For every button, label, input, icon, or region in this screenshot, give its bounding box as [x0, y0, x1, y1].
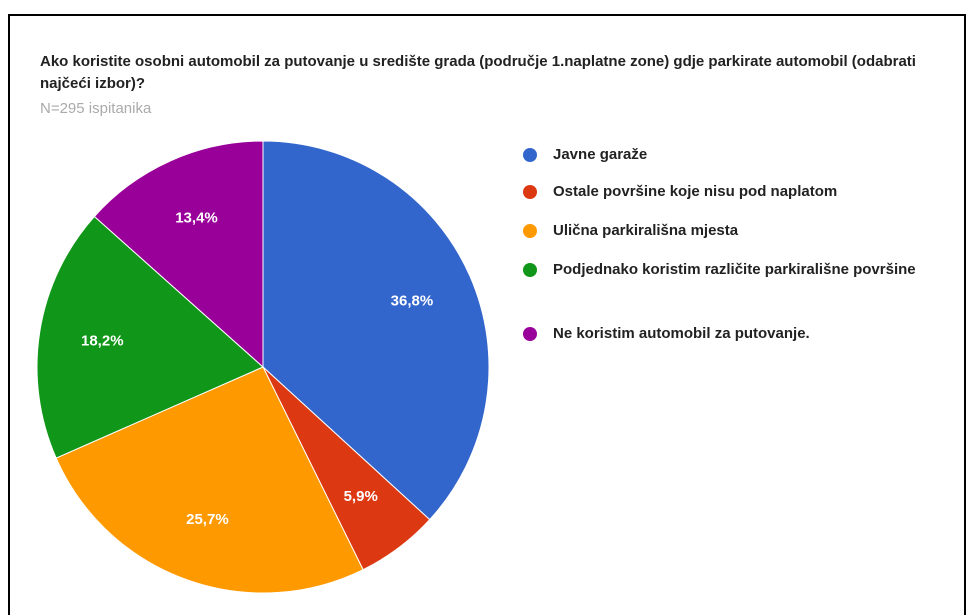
slice-label: 25,7% [186, 511, 229, 528]
legend-label: Podjednako koristim različite parkirališ… [553, 261, 916, 278]
legend-label: Ulična parkirališna mjesta [553, 222, 739, 239]
slice-label: 18,2% [81, 333, 124, 350]
legend-label: Ne koristim automobil za putovanje. [553, 325, 810, 342]
chart-subtitle: N=295 ispitanika [40, 100, 152, 117]
legend-swatch [523, 224, 537, 238]
legend-swatch [523, 148, 537, 162]
legend-label: Ostale površine koje nisu pod naplatom [553, 183, 838, 200]
pie-slice [55, 366, 364, 594]
slice-label: 5,9% [344, 488, 378, 505]
pie-slice [262, 140, 490, 521]
slice-label: 13,4% [175, 209, 218, 226]
chart-title: Ako koristite osobni automobil za putova… [40, 53, 916, 92]
pie-slice [36, 215, 264, 459]
legend-swatch [523, 327, 537, 341]
slice-label: 36,8% [391, 292, 434, 309]
legend-swatch [523, 263, 537, 277]
legend-label: Javne garaže [553, 146, 648, 163]
frame-border [8, 14, 966, 615]
pie-slice [93, 140, 264, 369]
legend-swatch [523, 185, 537, 199]
